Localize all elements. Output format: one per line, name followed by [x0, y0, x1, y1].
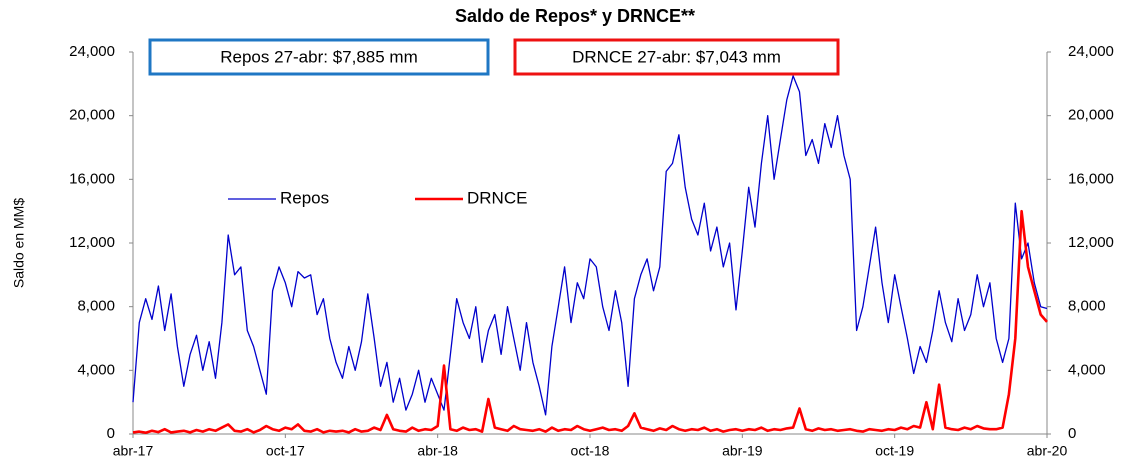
chart-title: Saldo de Repos* y DRNCE** [455, 6, 695, 26]
y-tick-label: 12,000 [69, 234, 115, 251]
y-tick-label: 16,000 [69, 170, 115, 187]
annotation: Repos 27-abr: $7,885 mm [220, 47, 418, 66]
x-tick-label: oct-18 [571, 443, 610, 459]
y-tick-label: 24,000 [69, 43, 115, 60]
x-tick-label: abr-19 [722, 443, 763, 459]
legend-label: Repos [280, 188, 329, 207]
x-tick-label: oct-17 [266, 443, 305, 459]
y-tick-label: 4,000 [77, 361, 115, 378]
y2-tick-label: 20,000 [1068, 107, 1114, 124]
annotation: DRNCE 27-abr: $7,043 mm [572, 47, 781, 66]
y2-tick-label: 12,000 [1068, 234, 1114, 251]
y2-tick-label: 24,000 [1068, 43, 1114, 60]
y-axis-label: Saldo en MM$ [11, 198, 27, 288]
annotation-box [148, 38, 490, 76]
y2-tick-label: 0 [1068, 425, 1076, 442]
series-line [132, 75, 1048, 416]
series-line [132, 209, 1048, 434]
legend-label: DRNCE [467, 188, 527, 207]
x-tick-label: abr-20 [1027, 443, 1068, 459]
y2-tick-label: 4,000 [1068, 361, 1106, 378]
y2-tick-label: 8,000 [1068, 298, 1106, 315]
annotation-box [513, 38, 840, 76]
y-tick-label: 0 [107, 425, 115, 442]
x-tick-label: oct-19 [875, 443, 914, 459]
y2-tick-label: 16,000 [1068, 170, 1114, 187]
y-tick-label: 20,000 [69, 107, 115, 124]
y-tick-label: 8,000 [77, 298, 115, 315]
x-tick-label: abr-17 [113, 443, 154, 459]
x-tick-label: abr-18 [417, 443, 458, 459]
